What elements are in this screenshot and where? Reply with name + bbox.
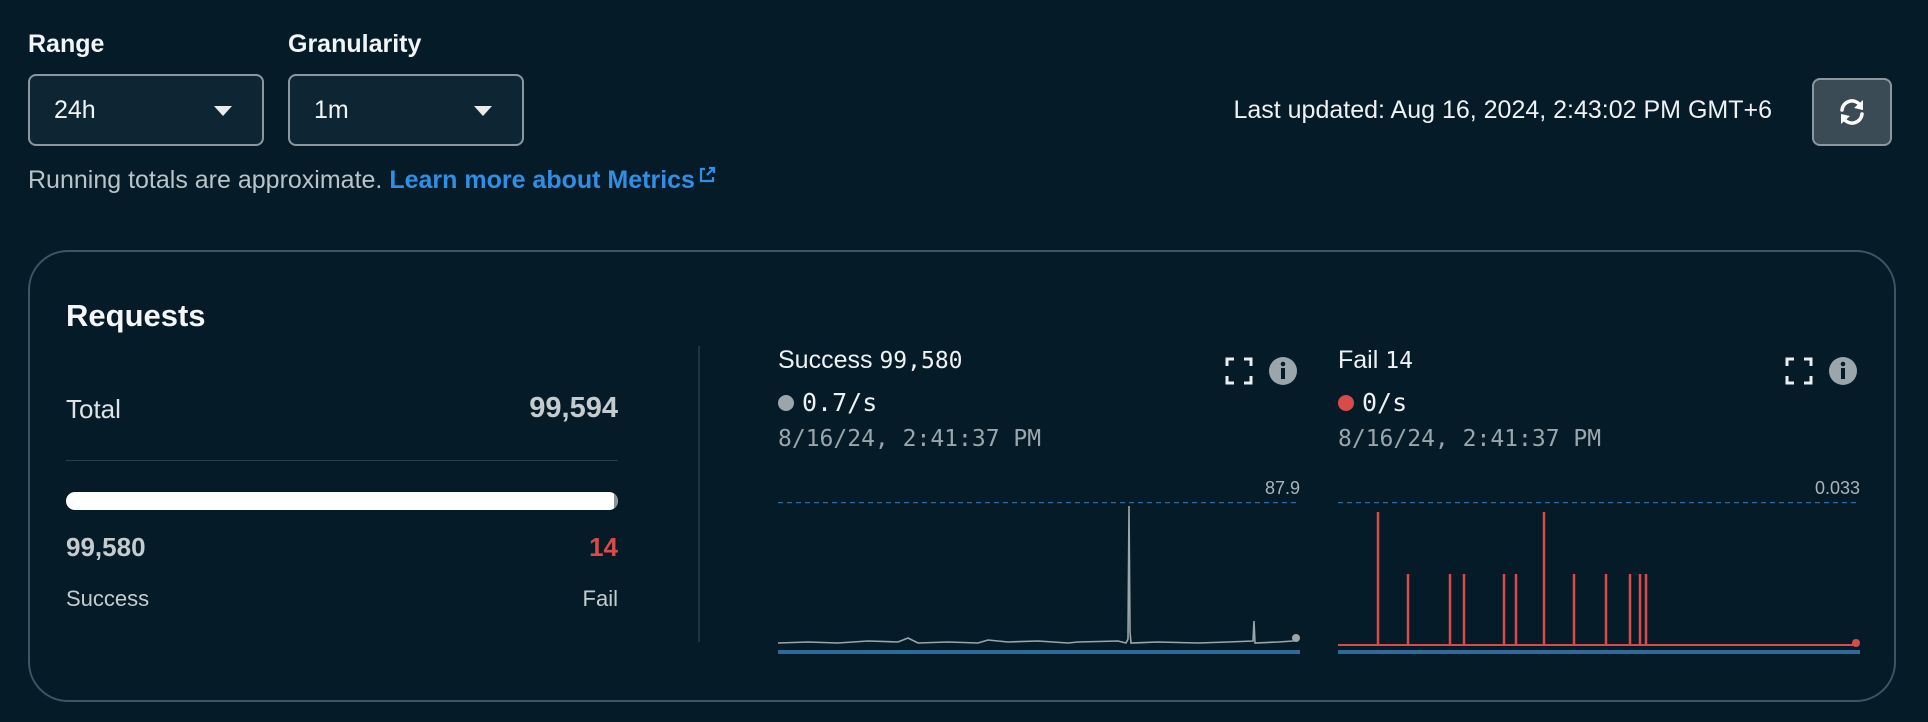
range-label: Range — [28, 30, 105, 58]
refresh-icon — [1840, 99, 1864, 125]
success-metric-count: 99,580 — [879, 348, 963, 374]
range-select[interactable]: 24h — [28, 74, 264, 146]
fail-dot — [1338, 394, 1354, 411]
success-fail-bar — [66, 492, 618, 510]
success-rate-value: 0.7/s — [802, 388, 878, 417]
success-count: 99,580 — [66, 532, 146, 562]
note-text: Running totals are approximate. — [28, 166, 390, 194]
fail-metric-title: Fail 14 — [1338, 346, 1413, 375]
approximate-note: Running totals are approximate. Learn mo… — [28, 166, 716, 195]
granularity-select[interactable]: 1m — [288, 74, 524, 146]
success-metric-label: Success — [778, 346, 873, 374]
vertical-divider — [698, 346, 700, 642]
success-label: Success — [66, 586, 150, 611]
fail-rate: 0/s — [1338, 388, 1407, 417]
fail-timestamp: 8/16/24, 2:41:37 PM — [1338, 426, 1602, 452]
external-link-icon — [699, 166, 716, 183]
success-max-label: 87.9 — [1264, 478, 1300, 498]
learn-more-link[interactable]: Learn more about Metrics — [389, 166, 716, 194]
total-value: 99,594 — [529, 392, 618, 424]
learn-more-text: Learn more about Metrics — [389, 166, 695, 194]
range-value: 24h — [54, 95, 96, 124]
chevron-down-icon — [474, 106, 492, 116]
granularity-value: 1m — [314, 95, 349, 124]
info-icon[interactable] — [1828, 356, 1858, 386]
fail-max-label: 0.033 — [1814, 478, 1860, 498]
card-title: Requests — [66, 298, 206, 333]
expand-icon[interactable] — [1784, 356, 1814, 386]
success-metric-title: Success 99,580 — [778, 346, 963, 375]
expand-icon[interactable] — [1224, 356, 1254, 386]
info-icon[interactable] — [1268, 356, 1298, 386]
fail-rate-value: 0/s — [1362, 388, 1408, 417]
last-updated: Last updated: Aug 16, 2024, 2:43:02 PM G… — [1233, 96, 1772, 124]
success-rate: 0.7/s — [778, 388, 877, 417]
fail-metric-count: 14 — [1385, 348, 1413, 374]
fail-metric: Fail 14 0/s 8/16/24, 2:41:37 PM 0.033 — [1338, 346, 1860, 686]
total-label: Total — [66, 394, 121, 424]
success-dot — [778, 394, 794, 411]
fail-bar-segment — [614, 492, 618, 510]
fail-count: 14 — [589, 532, 618, 562]
chevron-down-icon — [214, 106, 232, 116]
fail-metric-label: Fail — [1338, 346, 1379, 374]
refresh-button[interactable] — [1812, 78, 1892, 146]
success-sparkline — [778, 502, 1300, 654]
divider — [66, 460, 618, 461]
requests-card: Requests Total 99,594 99,580 14 Success … — [28, 250, 1896, 702]
success-timestamp: 8/16/24, 2:41:37 PM — [778, 426, 1042, 452]
granularity-label: Granularity — [288, 30, 422, 58]
success-metric: Success 99,580 0.7/s 8/16/24, 2:41:37 PM… — [778, 346, 1300, 686]
fail-sparkline — [1338, 502, 1860, 654]
fail-label: Fail — [582, 586, 618, 611]
